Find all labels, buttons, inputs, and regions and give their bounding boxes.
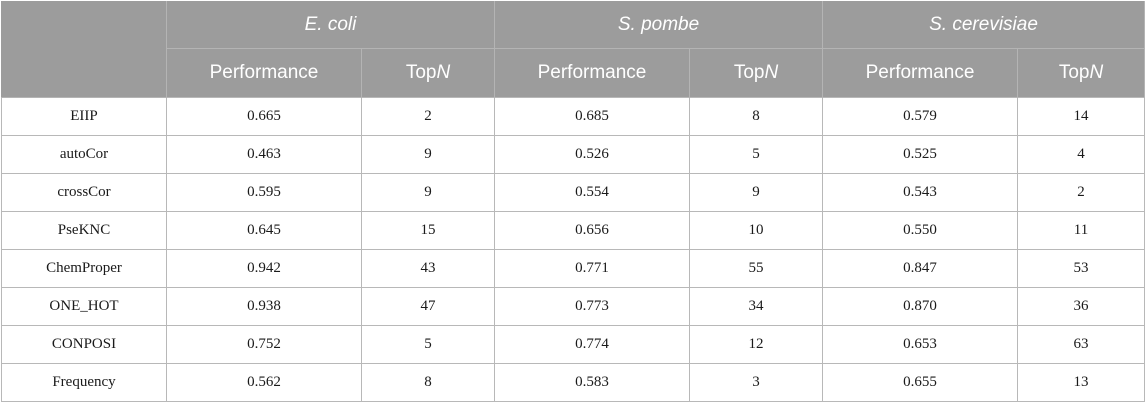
species-header-row: E. coli S. pombe S. cerevisiae [1,1,1145,98]
performance-header: Performance [822,48,1019,98]
topn-header: TopN [361,48,495,98]
spombe-topn-cell: 55 [688,249,824,288]
table-row: EIIP 0.665 2 0.685 8 0.579 14 [1,97,1145,136]
performance-header: Performance [166,48,362,98]
corner-cell [1,1,167,98]
ecoli-performance-cell: 0.665 [166,97,362,136]
scerevisiae-topn-cell: 11 [1017,211,1145,250]
table-row: ChemProper 0.942 43 0.771 55 0.847 53 [1,249,1145,288]
ecoli-topn-cell: 5 [361,325,495,364]
feature-name-cell: ChemProper [1,249,167,288]
species-header-scerevisiae: S. cerevisiae [822,1,1145,49]
spombe-topn-cell: 8 [688,97,824,136]
spombe-topn-cell: 10 [688,211,824,250]
scerevisiae-topn-cell: 4 [1017,135,1145,174]
table-header: E. coli S. pombe S. cerevisiae Performan… [1,1,1145,98]
ecoli-performance-cell: 0.595 [166,173,362,212]
table-row: crossCor 0.595 9 0.554 9 0.543 2 [1,173,1145,212]
table-row: autoCor 0.463 9 0.526 5 0.525 4 [1,135,1145,174]
table-row: ONE_HOT 0.938 47 0.773 34 0.870 36 [1,287,1145,326]
topn-header: TopN [1017,48,1145,98]
table-row: Frequency 0.562 8 0.583 3 0.655 13 [1,363,1145,402]
spombe-performance-cell: 0.771 [494,249,690,288]
scerevisiae-performance-cell: 0.655 [822,363,1019,402]
feature-name-cell: autoCor [1,135,167,174]
feature-name-cell: ONE_HOT [1,287,167,326]
ecoli-performance-cell: 0.938 [166,287,362,326]
scerevisiae-topn-cell: 2 [1017,173,1145,212]
spombe-topn-cell: 9 [688,173,824,212]
feature-name-cell: CONPOSI [1,325,167,364]
scerevisiae-performance-cell: 0.525 [822,135,1019,174]
topn-suffix: N [1089,62,1104,83]
topn-header: TopN [688,48,824,98]
scerevisiae-performance-cell: 0.550 [822,211,1019,250]
ecoli-performance-cell: 0.645 [166,211,362,250]
ecoli-performance-cell: 0.562 [166,363,362,402]
table-row: PseKNC 0.645 15 0.656 10 0.550 11 [1,211,1145,250]
feature-name-cell: crossCor [1,173,167,212]
ecoli-topn-cell: 9 [361,173,495,212]
ecoli-topn-cell: 2 [361,97,495,136]
scerevisiae-topn-cell: 13 [1017,363,1145,402]
spombe-performance-cell: 0.685 [494,97,690,136]
metric-header-row: Performance TopN Performance TopN Perfor… [2,48,1145,98]
spombe-topn-cell: 12 [688,325,824,364]
ecoli-performance-cell: 0.752 [166,325,362,364]
table-row: CONPOSI 0.752 5 0.774 12 0.653 63 [1,325,1145,364]
scerevisiae-performance-cell: 0.543 [822,173,1019,212]
feature-name-cell: Frequency [1,363,167,402]
ecoli-topn-cell: 15 [361,211,495,250]
topn-suffix: N [764,62,779,83]
ecoli-topn-cell: 8 [361,363,495,402]
topn-prefix: Top [733,62,765,83]
scerevisiae-performance-cell: 0.870 [822,287,1019,326]
scerevisiae-topn-cell: 63 [1017,325,1145,364]
spombe-performance-cell: 0.774 [494,325,690,364]
species-header-spombe: S. pombe [493,1,824,49]
spombe-performance-cell: 0.656 [494,211,690,250]
species-header-ecoli: E. coli [166,1,495,49]
scerevisiae-topn-cell: 36 [1017,287,1145,326]
spombe-performance-cell: 0.583 [494,363,690,402]
spombe-performance-cell: 0.526 [494,135,690,174]
ecoli-topn-cell: 9 [361,135,495,174]
table-body: EIIP 0.665 2 0.685 8 0.579 14 autoCor 0.… [1,97,1145,402]
topn-prefix: Top [1058,62,1090,83]
spombe-performance-cell: 0.773 [494,287,690,326]
performance-header: Performance [494,48,690,98]
spombe-topn-cell: 34 [688,287,824,326]
scerevisiae-performance-cell: 0.847 [822,249,1019,288]
scerevisiae-topn-cell: 53 [1017,249,1145,288]
scerevisiae-performance-cell: 0.653 [822,325,1019,364]
ecoli-performance-cell: 0.463 [166,135,362,174]
spombe-topn-cell: 3 [688,363,824,402]
feature-name-cell: PseKNC [1,211,167,250]
spombe-performance-cell: 0.554 [494,173,690,212]
feature-name-cell: EIIP [1,97,167,136]
topn-prefix: Top [405,62,437,83]
scerevisiae-performance-cell: 0.579 [822,97,1019,136]
scerevisiae-topn-cell: 14 [1017,97,1145,136]
ecoli-topn-cell: 43 [361,249,495,288]
spombe-topn-cell: 5 [688,135,824,174]
ecoli-performance-cell: 0.942 [166,249,362,288]
topn-suffix: N [436,62,451,83]
ecoli-topn-cell: 47 [361,287,495,326]
